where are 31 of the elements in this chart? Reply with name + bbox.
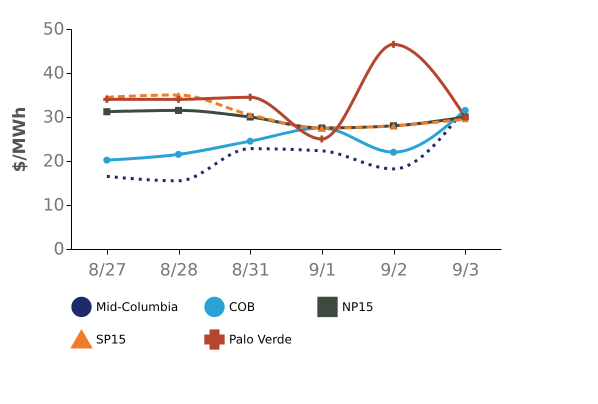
point (174, 96, 182, 103)
point (462, 106, 469, 114)
point (390, 40, 398, 48)
point (390, 148, 398, 156)
point (103, 96, 110, 103)
legend-label: COB (229, 300, 256, 314)
legend-label: Palo Verde (229, 332, 292, 346)
x-tick-label: 9/1 (308, 260, 336, 280)
y-tick-label: 50 (42, 20, 64, 40)
x-tick-label: 8/27 (88, 260, 126, 280)
point (174, 106, 182, 114)
y-tick-label: 40 (42, 64, 64, 84)
y-tick-label: 20 (42, 152, 64, 172)
x-tick-label: 8/28 (160, 260, 198, 280)
point (103, 108, 110, 116)
y-axis-title: $/MWh (10, 106, 30, 172)
legend-label: SP15 (96, 332, 126, 346)
y-tick-label: 30 (42, 108, 64, 128)
legend-label: NP15 (342, 300, 374, 314)
point (246, 94, 254, 101)
x-tick-label: 9/3 (452, 260, 480, 280)
point (246, 138, 254, 145)
point (318, 135, 326, 143)
y-tick-label: 0 (54, 240, 64, 260)
y-tick-label: 10 (42, 196, 64, 216)
legend-label: Mid-Columbia (96, 300, 178, 314)
point (103, 156, 110, 164)
point (246, 112, 254, 118)
x-tick-label: 9/2 (380, 260, 408, 280)
point (174, 150, 182, 158)
x-tick-label: 8/31 (232, 260, 270, 280)
